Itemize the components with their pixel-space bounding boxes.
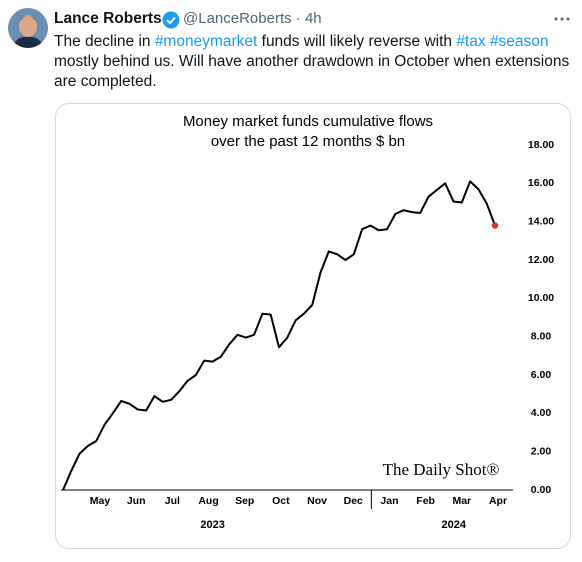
- hashtag[interactable]: #moneymarket: [154, 33, 258, 50]
- hashtag[interactable]: #season: [489, 33, 549, 50]
- tweet-text: The decline in #moneymarket funds will l…: [54, 32, 574, 92]
- avatar[interactable]: [8, 8, 48, 48]
- y-tick-label: 18.00: [528, 139, 554, 151]
- x-tick-label: Aug: [198, 495, 218, 507]
- year-label: 2024: [441, 519, 466, 531]
- more-button[interactable]: [552, 14, 572, 24]
- text-segment: mostly behind us. Will have another draw…: [54, 53, 570, 90]
- media-card[interactable]: Money market funds cumulative flows over…: [55, 103, 571, 549]
- handle[interactable]: @LanceRoberts · 4h: [183, 10, 322, 27]
- handle-text: @LanceRoberts: [183, 10, 292, 27]
- y-tick-label: 16.00: [528, 177, 554, 189]
- y-tick-label: 8.00: [531, 330, 552, 342]
- y-tick-label: 10.00: [528, 292, 554, 304]
- verified-badge: [162, 11, 180, 29]
- x-tick-label: Dec: [344, 495, 363, 507]
- watermark: The Daily Shot®: [383, 460, 500, 479]
- text-segment: funds will likely reverse with: [257, 33, 457, 50]
- text-segment: The decline in: [54, 33, 155, 50]
- line: [62, 180, 496, 491]
- y-tick-label: 12.00: [528, 254, 554, 266]
- y-tick-label: 14.00: [528, 215, 554, 227]
- chart-subtitle: over the past 12 months $ bn: [211, 133, 405, 150]
- x-tick-label: Mar: [452, 495, 471, 507]
- last-point: [491, 222, 499, 229]
- x-tick-label: May: [90, 495, 111, 507]
- timestamp: 4h: [304, 10, 322, 27]
- chart: Money market funds cumulative flows over…: [61, 113, 554, 531]
- y-tick-label: 0.00: [531, 484, 552, 496]
- chart-title: Money market funds cumulative flows: [183, 113, 433, 130]
- x-tick-label: Oct: [272, 495, 290, 507]
- x-tick-label: Apr: [489, 495, 507, 507]
- x-tick-label: Nov: [307, 495, 327, 507]
- x-tick-label: Jun: [127, 495, 146, 507]
- x-tick-label: Jan: [380, 495, 398, 507]
- display-name[interactable]: Lance Roberts: [54, 10, 162, 27]
- x-tick-label: Jul: [165, 495, 180, 507]
- hashtag[interactable]: #tax: [456, 33, 486, 50]
- y-tick-label: 2.00: [531, 445, 552, 457]
- x-tick-label: Sep: [235, 495, 254, 507]
- y-tick-label: 4.00: [531, 407, 552, 419]
- y-tick-label: 6.00: [531, 369, 552, 381]
- year-label: 2023: [200, 519, 224, 531]
- x-tick-label: Feb: [416, 495, 435, 507]
